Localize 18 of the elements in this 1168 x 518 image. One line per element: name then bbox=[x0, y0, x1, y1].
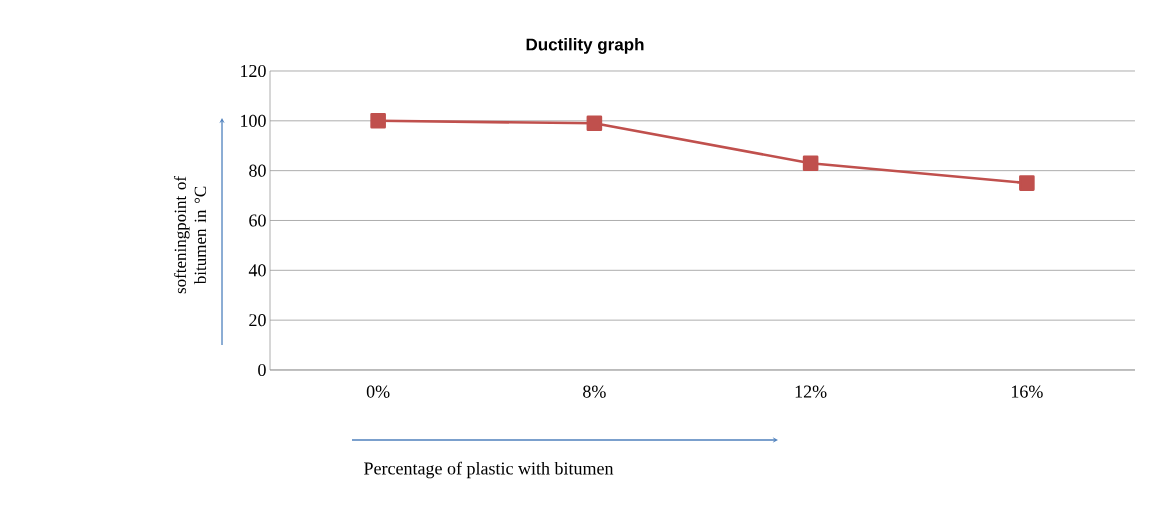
y-tick-label: 20 bbox=[249, 314, 266, 327]
y-tick-label: 120 bbox=[241, 64, 266, 78]
y-tick-label: 60 bbox=[249, 214, 266, 227]
y-tick-label: 100 bbox=[241, 114, 266, 127]
x-tick-label: 12% bbox=[795, 385, 827, 398]
x-axis-title: Percentage of plastic with bitumen bbox=[364, 461, 614, 479]
x-tick-label: 0% bbox=[366, 385, 390, 398]
point bbox=[1019, 175, 1035, 191]
y-tick-label: 80 bbox=[249, 164, 266, 177]
x-tick-label: 16% bbox=[1011, 385, 1043, 398]
y-tick-label: 0 bbox=[258, 363, 266, 377]
point bbox=[802, 155, 819, 171]
y-tick-label: 40 bbox=[248, 264, 266, 277]
point bbox=[370, 113, 386, 129]
point bbox=[586, 115, 603, 132]
x-tick-label: 8% bbox=[583, 385, 606, 398]
y-axis-title: softeningpoint of bitumen in °C bbox=[173, 175, 207, 294]
chart-title: Ductility graph bbox=[526, 38, 644, 54]
